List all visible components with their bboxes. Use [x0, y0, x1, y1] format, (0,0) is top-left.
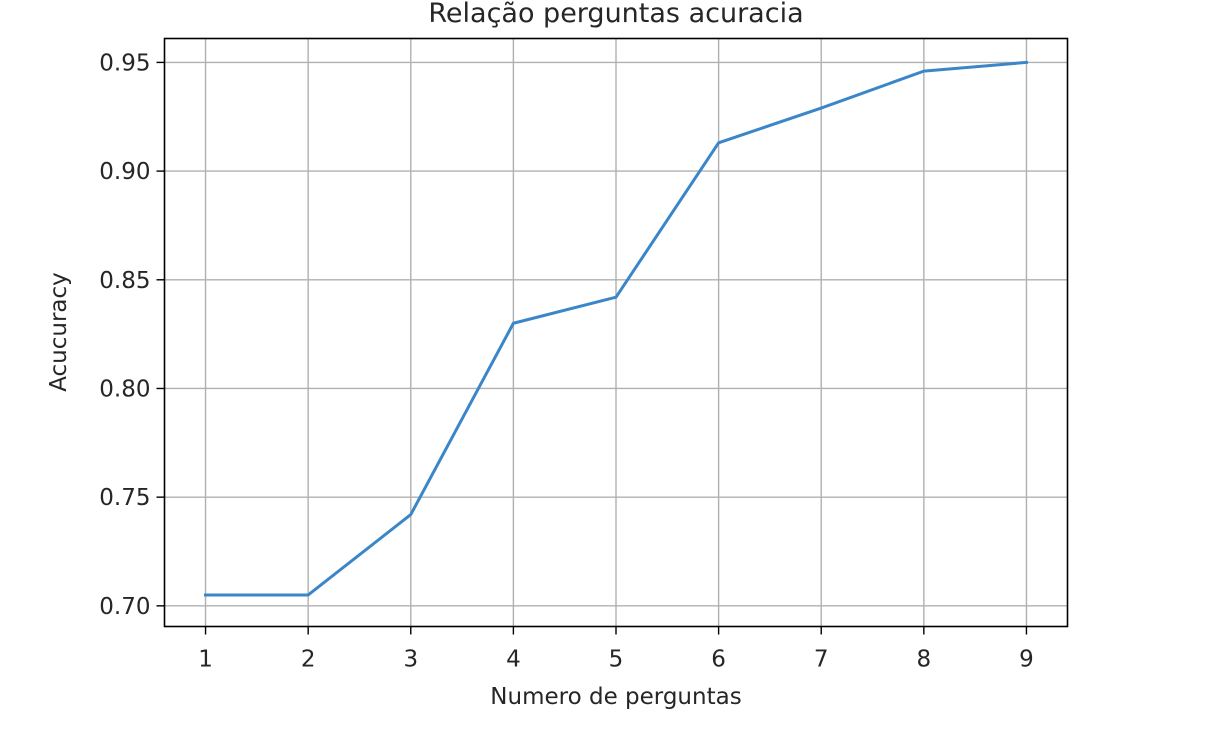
x-tick-label: 3 [403, 647, 418, 673]
x-tick-label: 6 [711, 647, 726, 673]
y-tick-label: 0.95 [99, 50, 150, 76]
x-tick-label: 1 [198, 647, 213, 673]
x-tick-label: 4 [506, 647, 521, 673]
x-tick-label: 8 [917, 647, 932, 673]
grid-lines [165, 39, 1068, 627]
y-tick-label: 0.80 [99, 376, 150, 402]
y-tick-label: 0.75 [99, 485, 150, 511]
x-tick-label: 7 [814, 647, 829, 673]
x-axis-ticks: 1 2 3 4 5 6 7 8 9 [198, 627, 1034, 673]
chart-title: Relação perguntas acuracia [428, 0, 803, 29]
y-tick-label: 0.70 [99, 594, 150, 620]
y-axis-label: Acucuracy [46, 272, 72, 392]
y-axis-ticks: 0.70 0.75 0.80 0.85 0.90 0.95 [99, 50, 164, 619]
y-tick-label: 0.90 [99, 159, 150, 185]
x-tick-label: 9 [1019, 647, 1034, 673]
x-tick-label: 5 [609, 647, 624, 673]
x-axis-label: Numero de perguntas [490, 684, 741, 710]
y-tick-label: 0.85 [99, 268, 150, 294]
x-tick-label: 2 [301, 647, 316, 673]
